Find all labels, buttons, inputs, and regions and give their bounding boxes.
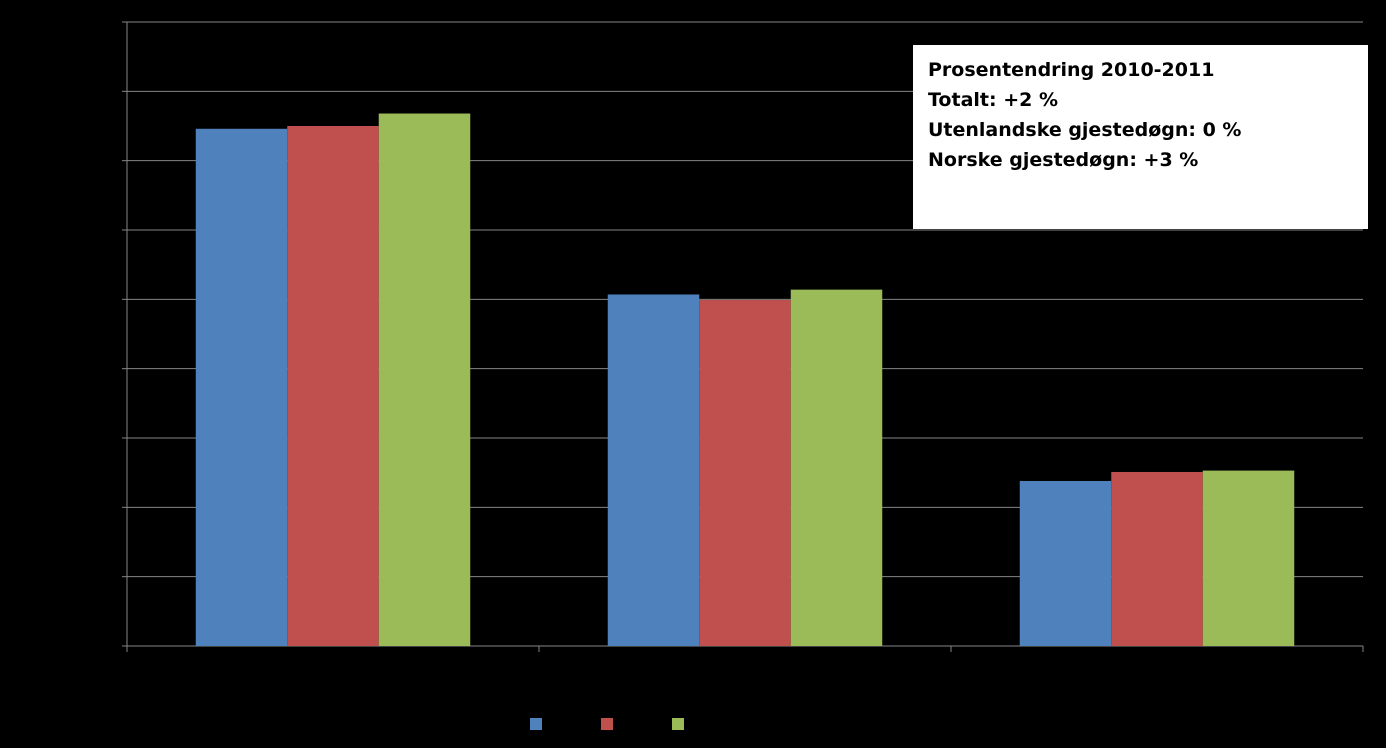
bar	[378, 113, 471, 646]
bar	[1019, 480, 1112, 646]
annotation-line: Prosentendring 2010-2011	[928, 59, 1214, 81]
bar	[1202, 470, 1295, 646]
annotation-line: Totalt: +2 %	[928, 89, 1058, 111]
annotation-line: Norske gjestedøgn: +3 %	[928, 149, 1198, 171]
bar	[1111, 471, 1203, 646]
bar	[607, 294, 700, 646]
bar	[790, 289, 883, 646]
bar	[195, 128, 288, 647]
legend-marker	[672, 718, 684, 730]
legend-marker	[601, 718, 613, 730]
annotation-box	[913, 45, 1368, 229]
bar	[287, 126, 379, 646]
bar	[699, 300, 791, 646]
legend-marker	[530, 718, 542, 730]
annotation-line: Utenlandske gjestedøgn: 0 %	[928, 119, 1241, 141]
